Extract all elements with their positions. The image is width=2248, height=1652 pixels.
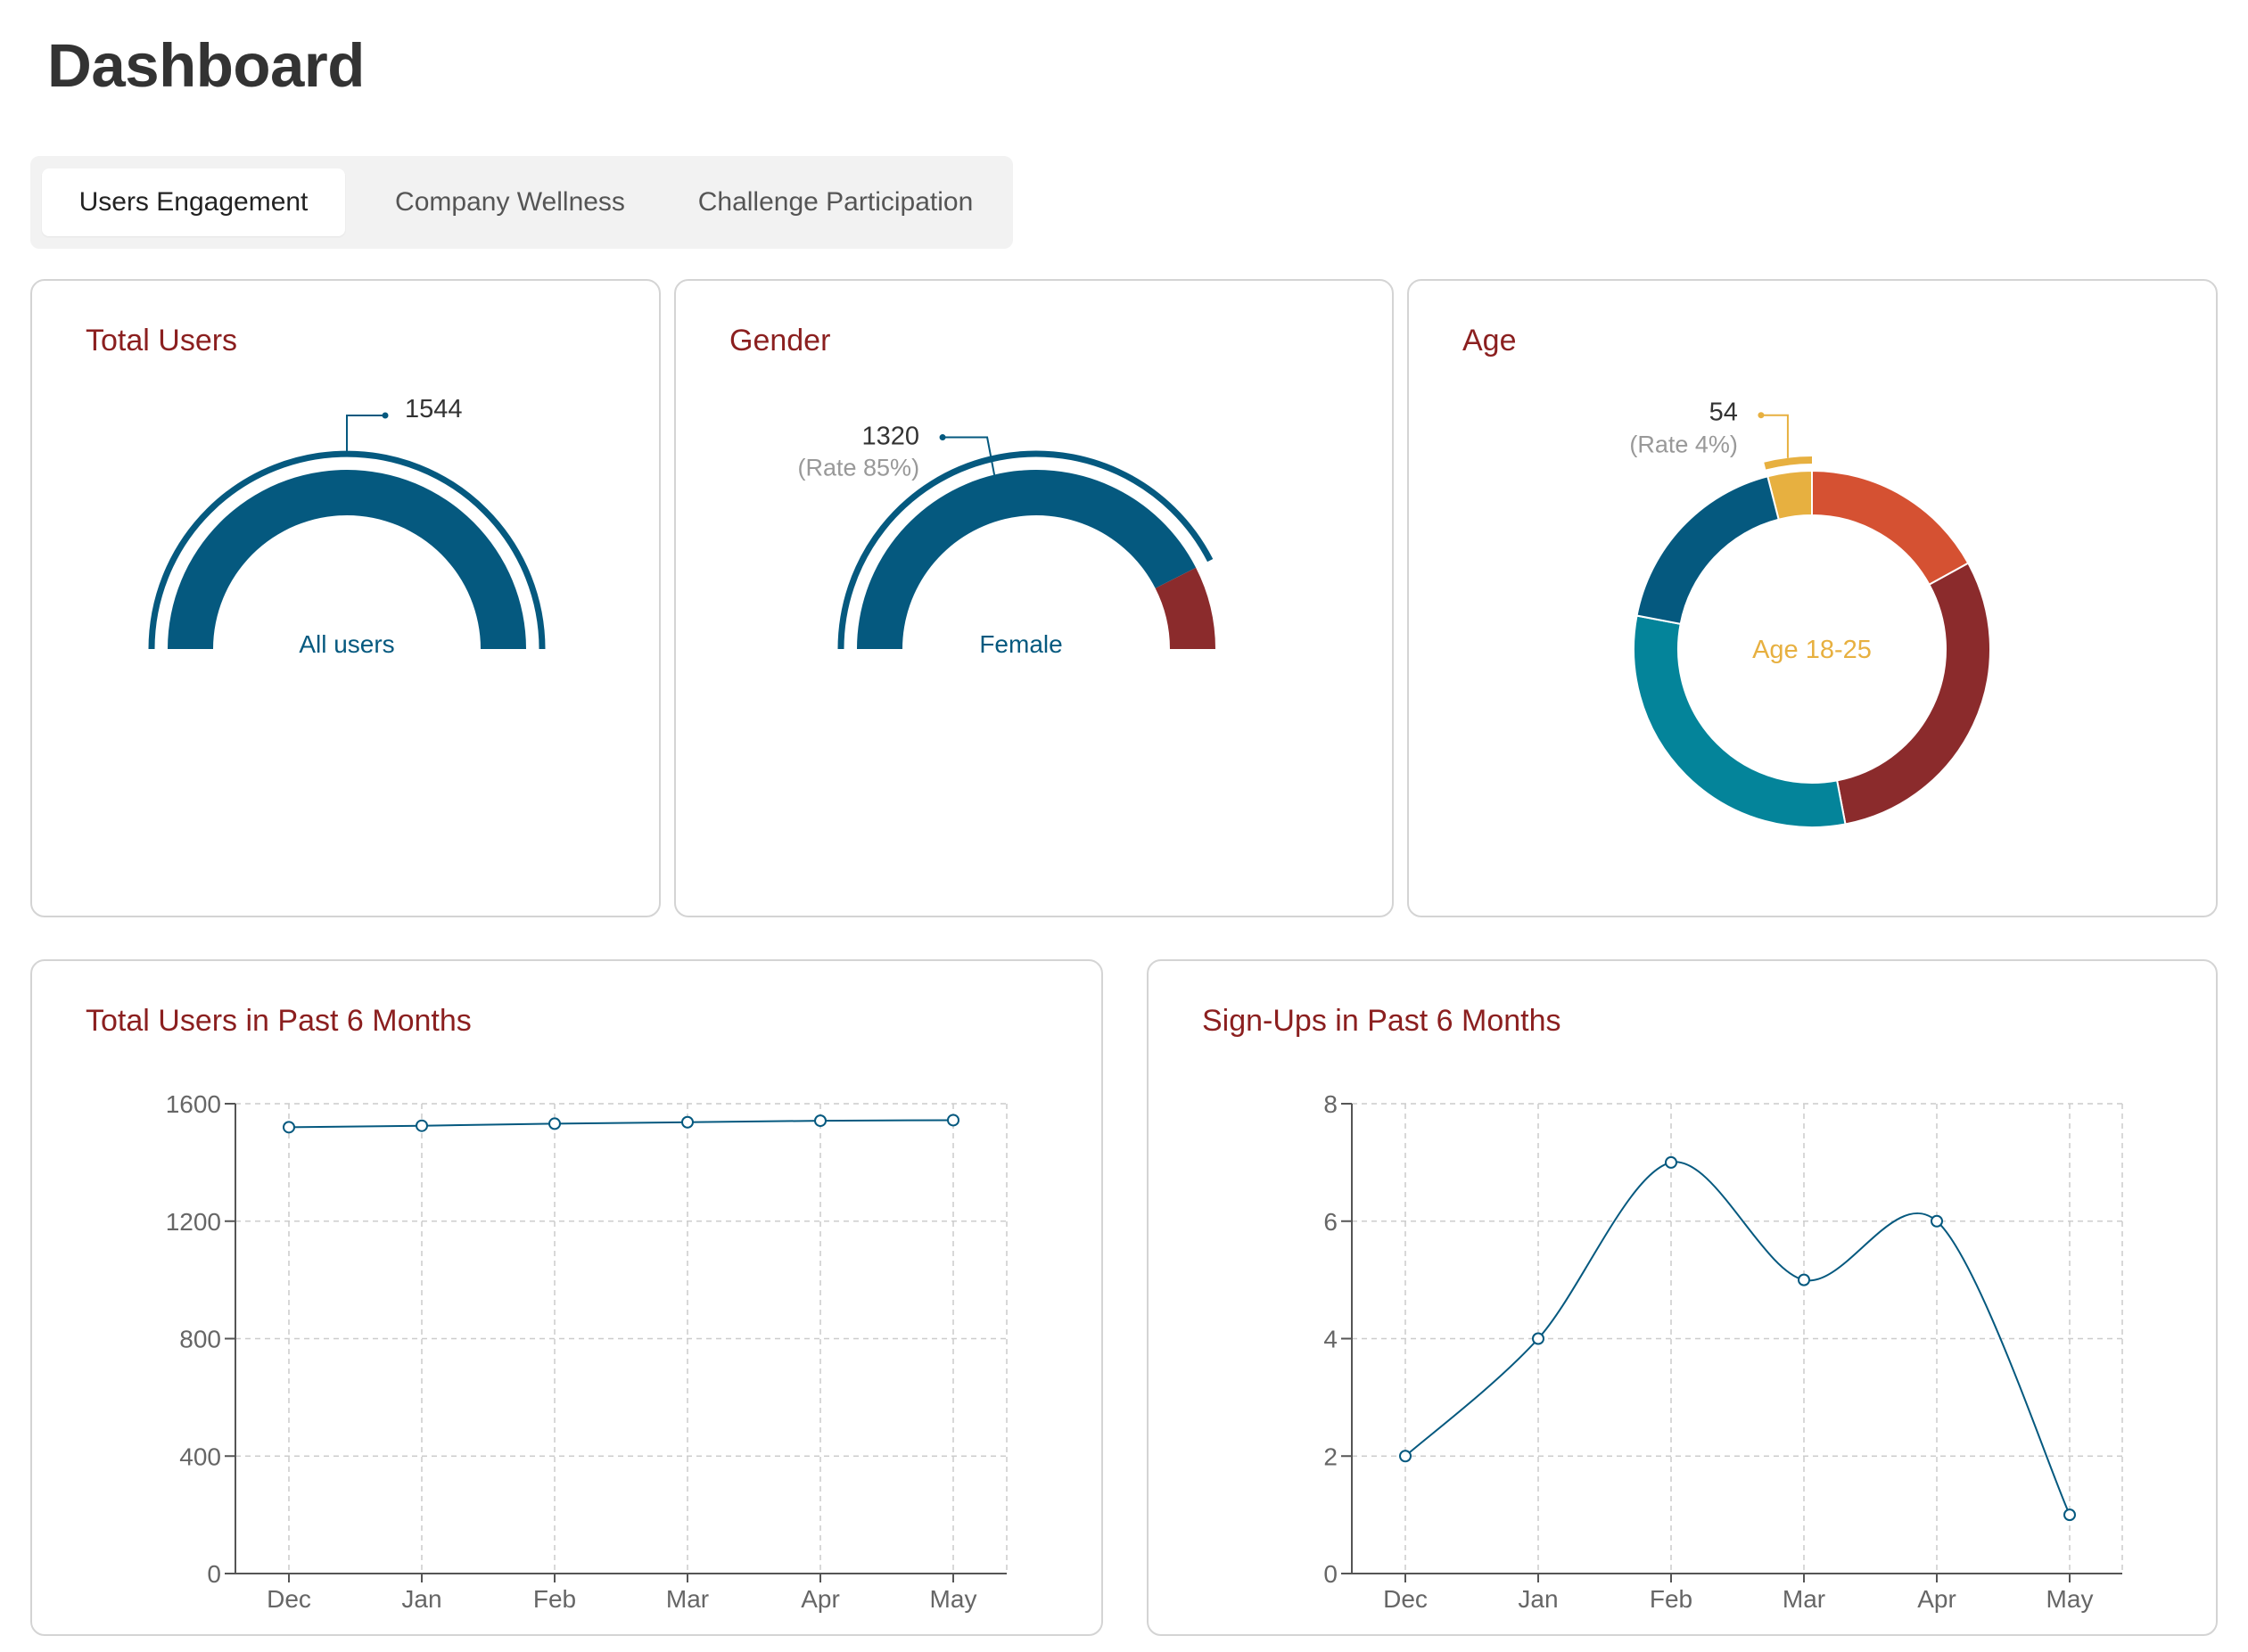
x-tick-label: Mar (1783, 1585, 1825, 1613)
y-tick-label: 400 (179, 1442, 221, 1470)
donut-slice[interactable] (1835, 562, 1991, 826)
x-tick-label: Dec (1383, 1585, 1428, 1613)
gauge-value-label: 1544 (405, 395, 463, 423)
age-card: Age 54 (Rate 4%) Age 18-25 (1407, 279, 2218, 917)
x-tick-label: Feb (1650, 1585, 1692, 1613)
data-point[interactable] (416, 1119, 428, 1132)
value-leader-line (943, 436, 996, 475)
value-leader-dot (382, 412, 389, 419)
x-tick-label: Dec (267, 1585, 311, 1613)
x-tick-label: Mar (666, 1585, 709, 1613)
data-point[interactable] (1665, 1155, 1677, 1169)
tab-challenge-participation[interactable]: Challenge Participation (697, 187, 974, 217)
donut-center-label: Age 18-25 (1752, 636, 1872, 664)
gauge-center-label: Female (979, 630, 1062, 658)
data-point[interactable] (814, 1114, 827, 1128)
total-users-gauge: 1544 All users (148, 395, 546, 658)
data-point[interactable] (283, 1121, 295, 1134)
donut-slice[interactable] (1811, 469, 1970, 587)
value-leader-dot (1758, 412, 1765, 419)
y-tick-label: 0 (207, 1560, 221, 1588)
x-tick-label: Apr (1917, 1585, 1956, 1613)
y-tick-label: 2 (1323, 1442, 1338, 1470)
gender-card: Gender 1320 (Rate 85%) Female (674, 279, 1394, 917)
page-title: Dashboard (47, 31, 365, 100)
data-point[interactable] (2063, 1508, 2076, 1522)
tab-bar: Users Engagement Company Wellness Challe… (30, 156, 1013, 249)
donut-slice[interactable] (1633, 614, 1847, 828)
age-donut-chart: 54 (Rate 4%) Age 18-25 (1629, 399, 1991, 828)
y-tick-label: 1600 (166, 1090, 221, 1118)
x-tick-label: May (930, 1585, 977, 1613)
gauge-center-label: All users (299, 630, 394, 658)
card-title: Total Users (86, 324, 238, 358)
x-tick-label: Jan (1518, 1585, 1558, 1613)
donut-slice[interactable] (1635, 475, 1780, 626)
y-tick-label: 6 (1323, 1208, 1338, 1236)
grid (1352, 1103, 2123, 1574)
value-leader-dot (939, 434, 946, 441)
y-tick-label: 800 (179, 1326, 221, 1353)
tab-users-engagement[interactable]: Users Engagement (42, 168, 345, 236)
x-tick-label: Apr (801, 1585, 840, 1613)
card-title: Sign-Ups in Past 6 Months (1202, 1004, 1561, 1038)
y-tick-label: 8 (1323, 1090, 1338, 1118)
data-point[interactable] (548, 1117, 561, 1130)
card-title: Age (1462, 324, 1517, 358)
value-leader-line (1760, 414, 1789, 458)
value-leader-line (346, 415, 385, 454)
gauge-female-arc (857, 470, 1197, 649)
donut-value-label: 54 (1709, 399, 1738, 427)
series-line (288, 1119, 954, 1129)
total-users-line-chart: 0 400 800 1200 1600 Dec Jan Feb Mar Apr May (166, 1090, 1008, 1613)
total-users-card: Total Users 1544 All users (30, 279, 661, 917)
x-tick-label: Jan (401, 1585, 441, 1613)
donut-rate-label: (Rate 4%) (1629, 431, 1738, 458)
data-point[interactable] (681, 1115, 694, 1129)
data-point[interactable] (1532, 1332, 1544, 1345)
highlight-slice-arc (1764, 456, 1813, 470)
total-users-6m-card: Total Users in Past 6 Months 0 400 800 1200… (30, 959, 1103, 1636)
data-point[interactable] (1399, 1450, 1412, 1463)
data-point[interactable] (1798, 1273, 1810, 1286)
tab-company-wellness[interactable]: Company Wellness (395, 187, 625, 217)
gauge-remainder-arc (1155, 567, 1215, 649)
signups-6m-card: Sign-Ups in Past 6 Months 0 2 4 6 8 Dec Jan Feb… (1147, 959, 2218, 1636)
card-title: Total Users in Past 6 Months (86, 1004, 472, 1038)
data-point[interactable] (947, 1114, 959, 1127)
y-tick-label: 4 (1323, 1326, 1338, 1353)
x-tick-label: Feb (533, 1585, 576, 1613)
card-title: Gender (729, 324, 831, 358)
gender-gauge: 1320 (Rate 85%) Female (798, 423, 1215, 658)
data-point[interactable] (1931, 1214, 1943, 1228)
signups-line-chart: 0 2 4 6 8 Dec Jan Feb Mar Apr May (1323, 1090, 2123, 1613)
x-tick-label: May (2046, 1585, 2094, 1613)
gauge-value-label: 1320 (862, 423, 920, 451)
y-tick-label: 1200 (166, 1208, 221, 1236)
gauge-rate-label: (Rate 85%) (798, 455, 920, 481)
y-tick-label: 0 (1323, 1560, 1338, 1588)
grid (235, 1103, 1008, 1574)
gauge-fill-arc (168, 470, 526, 649)
